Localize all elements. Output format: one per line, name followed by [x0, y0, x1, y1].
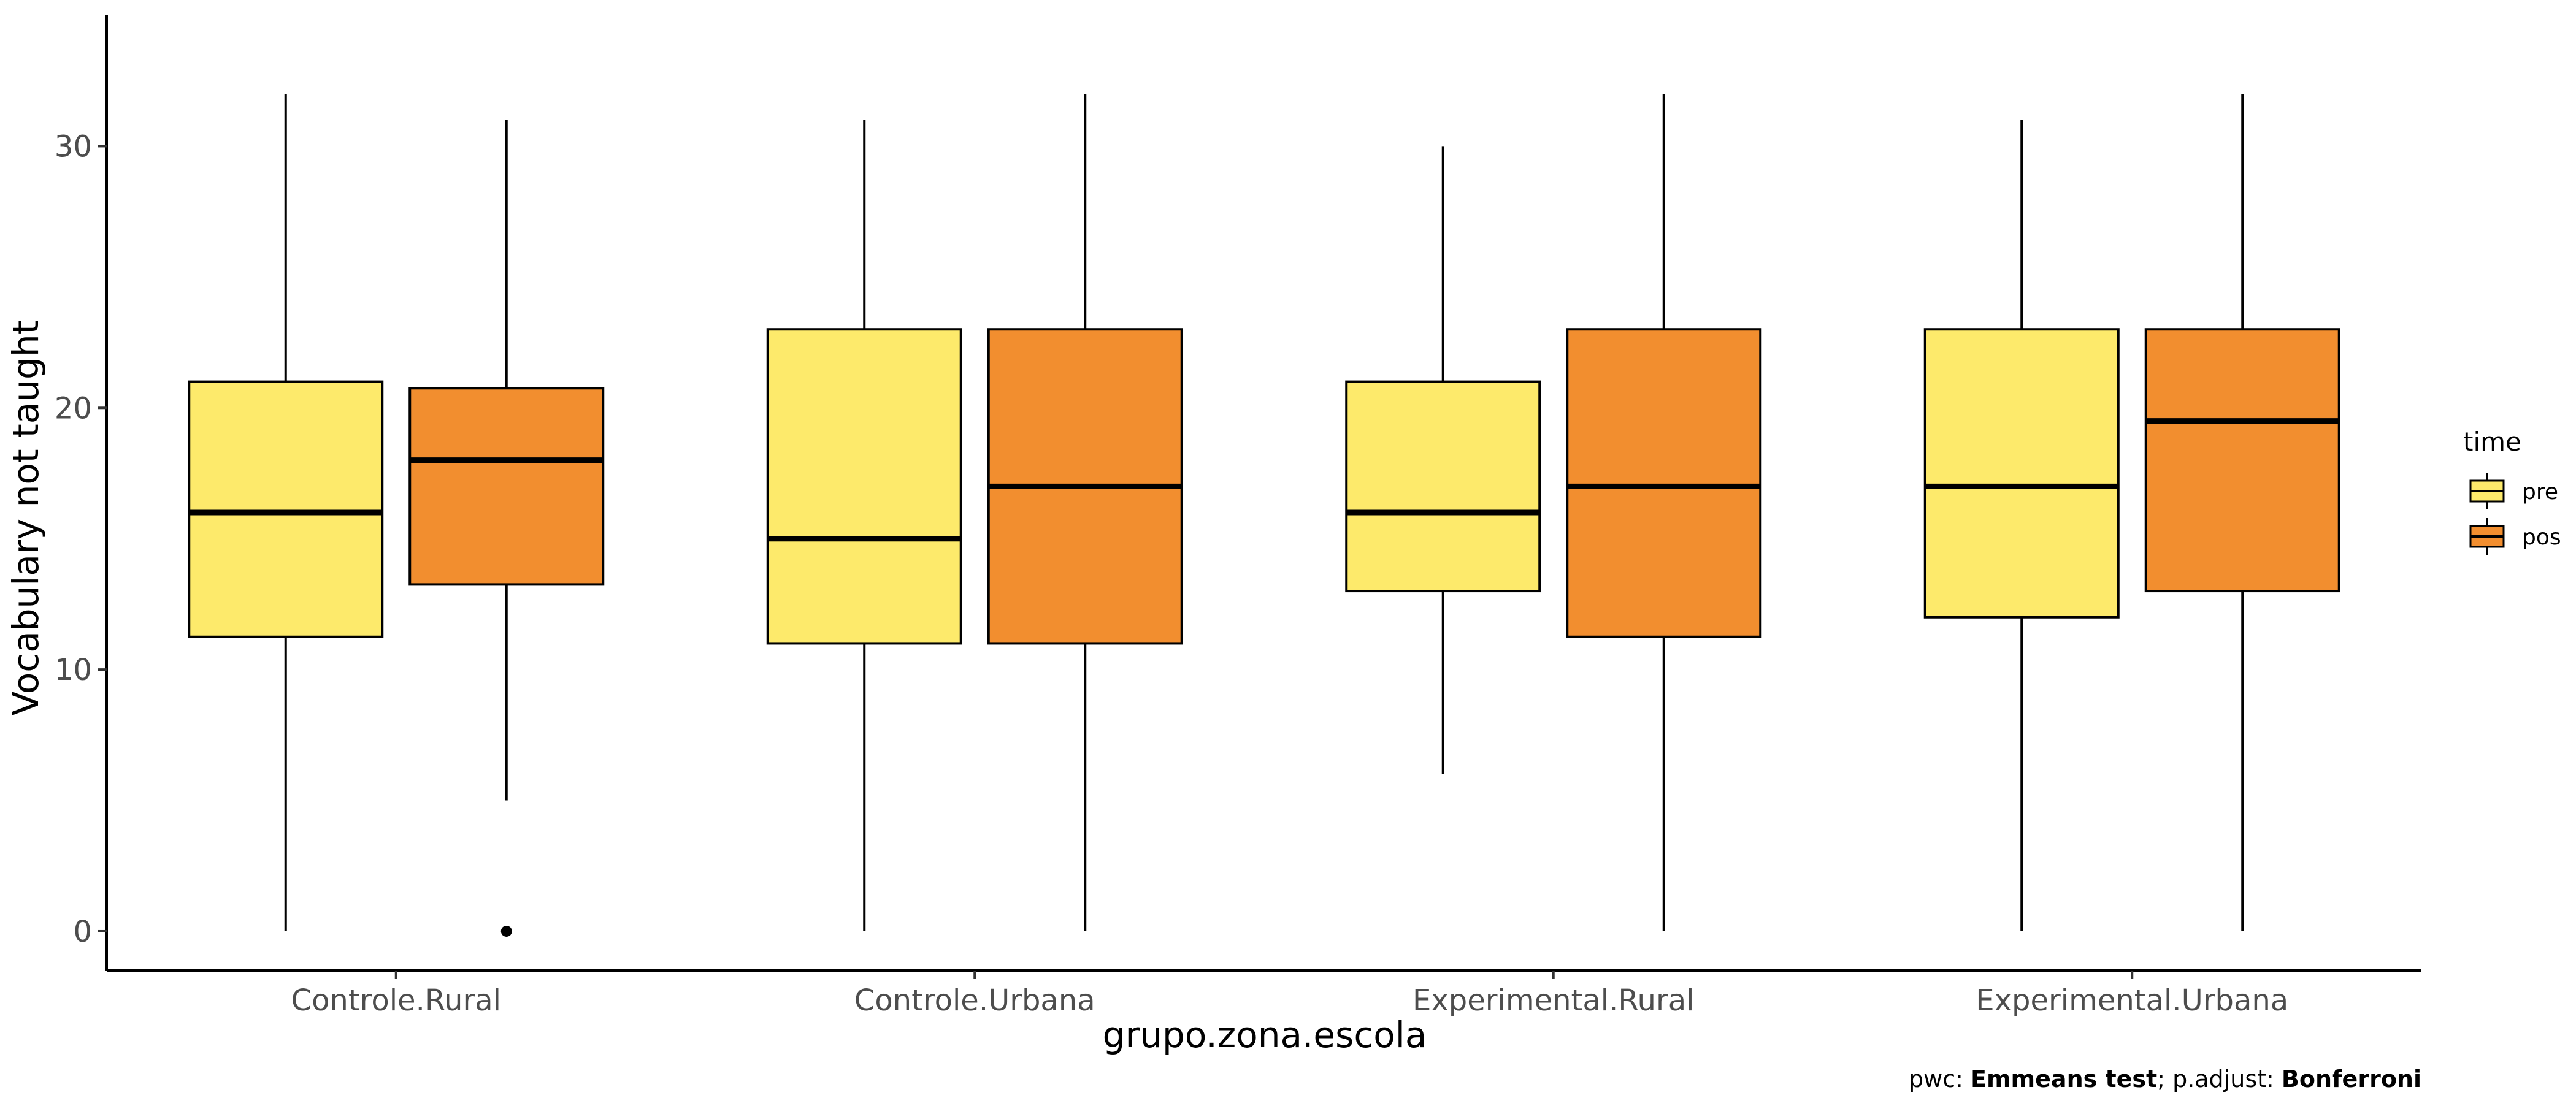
box-iqr	[766, 328, 962, 645]
legend-label: pre	[2522, 479, 2558, 505]
legend-item-pre: pre	[2469, 473, 2558, 509]
caption: pwc: Emmeans test; p.adjust: Bonferroni	[1909, 1066, 2421, 1093]
legend-item-pos: pos	[2469, 518, 2561, 555]
caption-bold-text: Emmeans test	[1971, 1066, 2157, 1093]
y-tick-label: 30	[55, 129, 92, 164]
box-pos-2	[1566, 94, 1762, 931]
legend: time pre pos	[2463, 427, 2561, 555]
caption-text: pwc:	[1909, 1066, 1971, 1093]
x-axis-title: grupo.zona.escola	[1103, 1014, 1427, 1056]
box-iqr	[188, 380, 384, 638]
outlier-point	[500, 925, 512, 937]
box-pre-2	[1345, 146, 1541, 774]
y-tick-label: 20	[55, 391, 92, 425]
x-tick-label: Experimental.Rural	[1413, 983, 1694, 1018]
legend-label: pos	[2522, 525, 2561, 550]
y-tick-label: 10	[55, 653, 92, 687]
x-tick-label: Experimental.Urbana	[1976, 983, 2288, 1018]
box-pre-0	[188, 94, 384, 931]
box-pos-1	[987, 94, 1183, 931]
caption-text: ; p.adjust:	[2157, 1066, 2282, 1093]
caption-bold-text: Bonferroni	[2282, 1066, 2421, 1093]
box-pos-3	[2144, 94, 2340, 931]
y-axis-title: Vocabulary not taught	[5, 321, 47, 716]
box-pre-1	[766, 120, 962, 931]
box-iqr	[1345, 380, 1541, 593]
box-iqr	[1566, 328, 1762, 638]
box-iqr	[1923, 328, 2120, 619]
x-tick-label: Controle.Urbana	[854, 983, 1095, 1018]
box-pos-0	[408, 120, 605, 937]
y-tick-label: 0	[73, 915, 92, 949]
box-iqr	[408, 387, 605, 586]
box-pre-3	[1923, 120, 2120, 931]
legend-title: time	[2463, 427, 2521, 457]
box-iqr	[2144, 328, 2340, 593]
x-tick-label: Controle.Rural	[291, 983, 501, 1018]
